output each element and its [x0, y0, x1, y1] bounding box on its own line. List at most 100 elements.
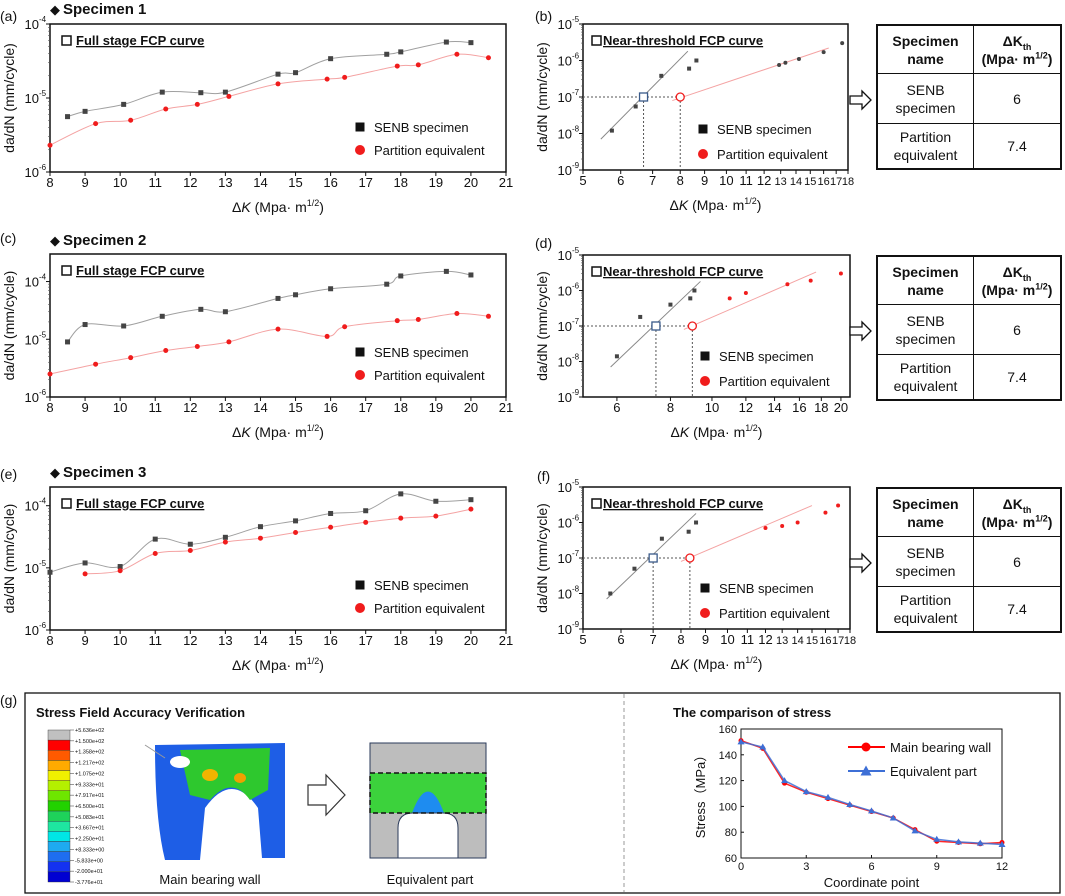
y-tick-base: 10 [25, 275, 39, 290]
y-tick-exp: -5 [39, 89, 47, 98]
x-tick-label: 19 [429, 175, 443, 190]
dkth-unit-close: ) [1047, 513, 1053, 530]
table-cell-value: 7.4 [1007, 601, 1027, 617]
data-point [363, 508, 369, 514]
panel-label: (f) [537, 468, 550, 484]
leader-line [144, 744, 166, 759]
x-tick-label: 20 [464, 400, 478, 415]
x-label-close: ) [319, 199, 324, 215]
data-point [47, 371, 53, 377]
data-point [152, 536, 158, 542]
specimen-heading: Specimen 1 [63, 1, 146, 18]
colorbar-label: +1.075e+02 [75, 771, 104, 777]
x-tick-label: 10 [705, 400, 719, 415]
data-point [468, 506, 474, 512]
x-tick-label: 10 [113, 633, 127, 648]
x-tick-label: 9 [934, 861, 940, 873]
data-point [226, 93, 232, 99]
series-partition [683, 271, 843, 330]
chart-title: Full stage FCP curve [76, 263, 204, 278]
data-point [433, 513, 439, 519]
series-partition [82, 506, 474, 577]
colorbar-label: +1.358e+02 [75, 750, 104, 756]
x-tick-label: 15 [806, 635, 818, 647]
stress-comparison-chart: The comparison of stress 0 3 6 9 12 60 80 100 120… [673, 705, 1008, 890]
x-tick-label: 13 [776, 635, 788, 647]
data-point [933, 835, 941, 842]
data-point [275, 71, 281, 77]
data-point [257, 524, 263, 530]
x-label-delta: Δ [670, 197, 679, 213]
data-point [293, 292, 299, 298]
x-tick-label: 12 [183, 400, 197, 415]
y-tick-exp: -9 [572, 388, 580, 397]
data-point [163, 106, 169, 112]
legend-label: SENB specimen [719, 349, 814, 364]
hollow-arrow-icon [849, 552, 872, 574]
y-tick-base: 10 [558, 622, 572, 637]
x-label-delta: Δ [232, 657, 241, 673]
plot-frame [49, 253, 507, 398]
colorbar-band [47, 770, 71, 781]
x-tick-label: 13 [218, 175, 232, 190]
x-label-close: ) [758, 424, 763, 440]
y-tick-base: 10 [558, 516, 572, 531]
y-tick-label: 120 [719, 776, 737, 788]
data-point [781, 777, 788, 784]
y-tick-exp: -7 [572, 88, 580, 97]
data-point [468, 40, 474, 46]
equivalent-part-label: Equivalent part [387, 872, 474, 887]
series-curve [85, 508, 471, 575]
hollow-arrow-icon [849, 320, 872, 342]
colorbar-band [47, 760, 71, 771]
x-tick-label: 13 [775, 176, 787, 188]
data-point [328, 510, 334, 516]
y-axis-label: da/dN (mm/cycle) [534, 503, 550, 613]
dkth-symbol: ΔK [1002, 495, 1023, 512]
colorbar-band [47, 739, 71, 751]
y-tick-exp: -9 [572, 161, 580, 170]
dkth-symbol: ΔK [1002, 32, 1023, 49]
threshold-table: Specimen name ΔKth (Mpa· m1/2) SENB specime… [876, 24, 1062, 170]
table-cell-name: SENB specimen [878, 537, 974, 587]
data-point [65, 339, 71, 345]
series-curve [49, 312, 489, 375]
data-point [889, 814, 897, 821]
colorbar-label: -2.000e+01 [75, 869, 103, 875]
data-point [783, 60, 788, 65]
x-tick-label: 13 [218, 400, 232, 415]
hollow-arrow-icon [849, 89, 872, 111]
data-point [415, 317, 421, 323]
y-tick-exp: -8 [572, 585, 580, 594]
x-label-close: ) [757, 197, 762, 213]
data-point [47, 569, 53, 575]
x-tick-label: 17 [832, 635, 844, 647]
x-tick-label: 5 [579, 173, 586, 188]
colorbar-band [47, 729, 71, 741]
y-axis-label: da/dN (mm/cycle) [1, 271, 17, 381]
data-point [293, 518, 299, 524]
data-point [275, 295, 281, 301]
x-tick-label: 15 [804, 176, 816, 188]
data-point [838, 271, 843, 276]
x-tick-label: 20 [834, 400, 848, 415]
data-point [159, 89, 165, 95]
y-tick-base: 10 [558, 587, 572, 602]
data-point [687, 66, 692, 71]
data-point [911, 827, 919, 834]
data-point [763, 525, 768, 530]
panel-label: (d) [535, 235, 552, 251]
y-tick-exp: -5 [572, 246, 580, 255]
y-tick-base: 10 [558, 551, 572, 566]
specimen-heading: Specimen 3 [63, 464, 146, 481]
x-tick-label: 18 [844, 635, 856, 647]
y-tick-base: 10 [25, 390, 39, 405]
data-point [485, 55, 491, 61]
data-point [632, 566, 637, 571]
data-point [394, 63, 400, 69]
table-cell-value: 6 [974, 537, 1060, 587]
x-tick-label: 11 [148, 175, 162, 190]
data-point [808, 278, 813, 283]
dkth-header-text: ΔKth (Mpa· m1/2) [982, 32, 1053, 68]
data-point [187, 548, 193, 554]
